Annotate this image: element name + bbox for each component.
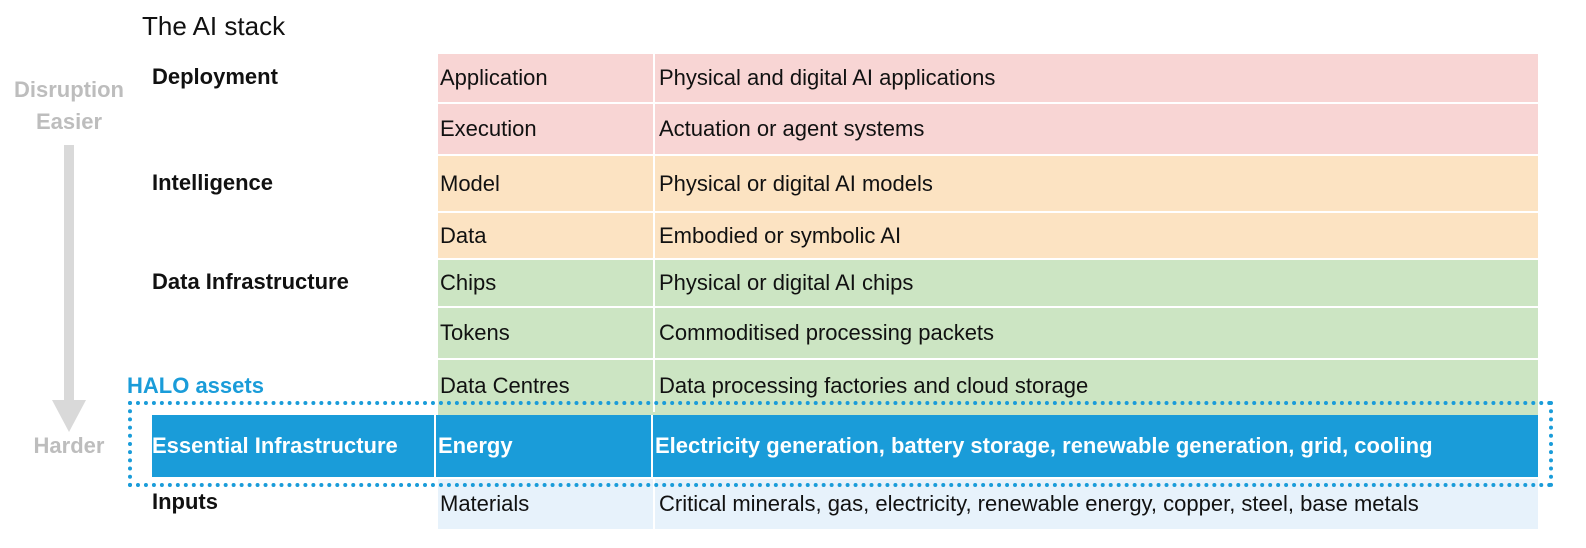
component-label: Energy [436,415,653,477]
layer-deployment: Deployment [152,64,278,89]
component-label: Application [440,65,548,90]
axis-disruption-label: Disruption [14,77,124,102]
difficulty-arrow-shaft [64,145,74,403]
stack-row-data-centres: Data Centres Data processing factories a… [438,360,1538,415]
stack-row-chips: Chips Physical or digital AI chips [438,260,1538,306]
component-description: Embodied or symbolic AI [653,213,1538,258]
diagram-title: The AI stack [142,11,286,41]
stack-row-model: Model Physical or digital AI models [438,156,1538,211]
component-label: Chips [440,270,497,295]
component-description: Data processing factories and cloud stor… [653,360,1538,412]
component-description: Physical or digital AI chips [653,260,1538,306]
stack-row-data: Data Embodied or symbolic AI [438,213,1538,258]
halo-assets-label: HALO assets [127,373,264,398]
layer-intelligence: Intelligence [152,170,274,195]
component-description: Actuation or agent systems [653,104,1538,154]
axis-top-label: Disruption Easier [4,74,134,138]
component-description: Critical minerals, gas, electricity, ren… [653,479,1538,529]
component-description: Physical and digital AI applications [653,54,1538,102]
component-label: Data [440,222,487,248]
component-description: Electricity generation, battery storage,… [655,433,1433,458]
component-description: Commoditised processing packets [653,308,1538,358]
layer-essential-infrastructure: Essential Infrastructure [152,415,436,477]
stack-row-energy: Essential Infrastructure Energy Electric… [152,415,1538,477]
axis-harder-label: Harder [33,433,105,458]
layer-data-infrastructure: Data Infrastructure [152,269,349,294]
difficulty-arrow-head-icon [52,400,86,432]
stack-row-application: Application Physical and digital AI appl… [438,54,1538,102]
component-label: Model [440,170,500,196]
layer-inputs: Inputs [152,489,218,514]
component-label: Execution [440,116,537,141]
stack-row-tokens: Tokens Commoditised processing packets [438,308,1538,358]
component-label: Tokens [440,320,510,345]
halo-assets-highlight-box [128,401,1553,487]
component-label: Materials [440,491,530,516]
component-description: Physical or digital AI models [653,156,1538,211]
stack-row-materials: Materials Critical minerals, gas, electr… [438,479,1538,529]
component-label: Data Centres [440,373,570,398]
stack-row-execution: Execution Actuation or agent systems [438,104,1538,154]
axis-easier-label: Easier [35,109,103,134]
